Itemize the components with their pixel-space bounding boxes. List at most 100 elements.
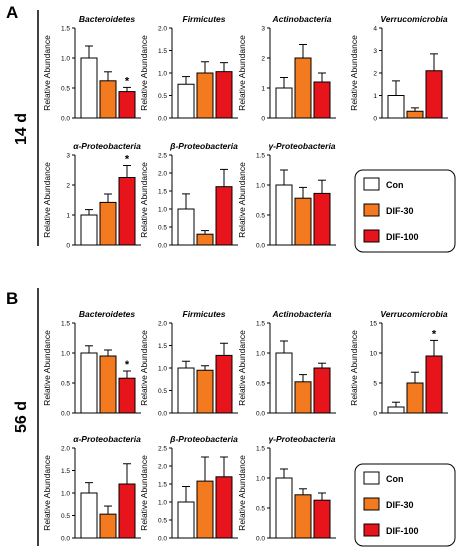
y-tick-label: 1.0 <box>158 207 167 214</box>
legend-label-con: Con <box>386 180 404 190</box>
y-tick-label: 2.5 <box>158 153 167 160</box>
y-tick-label: 0.0 <box>256 411 265 418</box>
bar-con <box>80 214 98 246</box>
y-tick-label: 1.0 <box>158 500 167 507</box>
y-tick-label: 0.5 <box>158 388 167 395</box>
bar-dif-100 <box>425 70 443 119</box>
chart-b-actinobacteria: Actinobacteria Relative Abundance 0.0 0.5 1.… <box>237 309 336 418</box>
chart-title: γ-Proteobacteria <box>268 434 335 444</box>
bar-con <box>387 406 405 414</box>
y-tick-label: 3 <box>373 48 377 55</box>
y-tick-label: 2.0 <box>61 446 70 453</box>
y-tick-label: 1.5 <box>61 468 70 475</box>
bar-con <box>275 87 293 119</box>
legend-frame <box>354 463 456 547</box>
bar-dif-30 <box>196 233 214 246</box>
y-axis-label: Relative Abundance <box>42 162 52 238</box>
bar-con <box>275 477 293 539</box>
bar-dif-30 <box>294 57 312 119</box>
y-tick-label: 2 <box>261 56 265 63</box>
legend-swatch-dif30 <box>363 203 380 217</box>
y-tick-label: 1.0 <box>158 366 167 373</box>
chart-title: β-Proteobacteria <box>169 141 238 151</box>
legend-swatch-dif30 <box>363 497 380 511</box>
legend-frame <box>354 169 456 253</box>
y-axis-label: Relative Abundance <box>139 330 149 406</box>
bar-con <box>177 367 195 414</box>
bar-dif-30 <box>196 480 214 539</box>
y-tick-label: 4 <box>373 26 377 33</box>
legend-label-dif30: DIF-30 <box>386 206 414 216</box>
chart-b-firmicutes: Firmicutes Relative Abundance 0.0 0.5 1.0 1.5… <box>139 309 238 418</box>
chart-a-bacteroidetes: Bacteroidetes Relative Abundance 0.0 0.5 1.0… <box>42 14 141 123</box>
legend-label-dif100: DIF-100 <box>386 526 419 536</box>
chart-title: Firmicutes <box>183 309 226 319</box>
chart-title: β-Proteobacteria <box>169 434 238 444</box>
y-tick-label: 1 <box>373 93 377 100</box>
y-tick-label: 0.5 <box>256 381 265 388</box>
y-tick-label: 0 <box>373 411 377 418</box>
y-tick-label: 2.5 <box>158 446 167 453</box>
legend-b: Con DIF-30 DIF-100 <box>354 463 456 547</box>
chart-b-proteobacteria: α-Proteobacteria Relative Abundance 0.0 0.5… <box>42 434 141 543</box>
bar-dif-100 <box>215 354 233 414</box>
y-tick-label: 3 <box>261 26 265 33</box>
bar-dif-100 <box>215 476 233 539</box>
bar-dif-100 <box>313 499 331 539</box>
chart-area: Bacteroidetes Relative Abundance 0.0 0.5 1.0… <box>42 14 448 543</box>
bar-con <box>177 208 195 246</box>
bar-dif-30 <box>99 201 117 246</box>
chart-title: Bacteroidetes <box>79 309 135 319</box>
bar-dif-30 <box>406 382 424 414</box>
significance-marker: * <box>125 75 130 87</box>
y-tick-label: 0.0 <box>61 411 70 418</box>
chart-a-proteobacteria: β-Proteobacteria Relative Abundance 0.0 0.5… <box>139 141 238 250</box>
legend-swatch-con <box>363 471 380 485</box>
bar-dif-100 <box>313 192 331 246</box>
bar-dif-30 <box>99 513 117 539</box>
y-axis-label: Relative Abundance <box>349 35 359 111</box>
y-tick-label: 0.5 <box>158 93 167 100</box>
y-tick-label: 0 <box>373 116 377 123</box>
bar-dif-100 <box>425 355 443 414</box>
chart-b-proteobacteria: γ-Proteobacteria Relative Abundance 0.0 0.5… <box>237 434 336 543</box>
y-tick-label: 0.0 <box>256 536 265 543</box>
bar-dif-100 <box>118 91 136 119</box>
significance-marker: * <box>125 359 130 371</box>
y-tick-label: 0 <box>261 116 265 123</box>
bar-dif-30 <box>99 355 117 414</box>
bar-con <box>80 352 98 414</box>
chart-title: Actinobacteria <box>271 309 331 319</box>
y-tick-label: 0.0 <box>61 116 70 123</box>
y-tick-label: 1.5 <box>158 343 167 350</box>
bar-dif-30 <box>196 72 214 119</box>
y-axis-label: Relative Abundance <box>139 35 149 111</box>
y-tick-label: 1.5 <box>61 321 70 328</box>
bar-dif-100 <box>215 186 233 246</box>
y-tick-label: 1.5 <box>158 482 167 489</box>
y-tick-label: 1.0 <box>256 351 265 358</box>
chart-title: Bacteroidetes <box>79 14 135 24</box>
legend-swatch-dif100 <box>363 523 380 537</box>
bar-dif-100 <box>118 377 136 414</box>
chart-title: γ-Proteobacteria <box>268 141 335 151</box>
bar-dif-30 <box>294 381 312 414</box>
chart-a-verrucomicrobia: Verrucomicrobia Relative Abundance 0 1 2 3 4 <box>349 14 448 123</box>
chart-title: Verrucomicrobia <box>380 309 448 319</box>
legend-label-con: Con <box>386 474 404 484</box>
y-tick-label: 0.5 <box>61 513 70 520</box>
bar-con <box>80 57 98 119</box>
y-tick-label: 0.5 <box>256 506 265 513</box>
chart-b-proteobacteria: β-Proteobacteria Relative Abundance 0.0 0.5… <box>139 434 238 543</box>
y-tick-label: 1 <box>66 213 70 220</box>
y-tick-label: 3 <box>66 153 70 160</box>
y-tick-label: 1.5 <box>256 446 265 453</box>
y-tick-label: 2.0 <box>158 171 167 178</box>
legend-label-dif30: DIF-30 <box>386 500 414 510</box>
y-tick-label: 0.0 <box>158 116 167 123</box>
bar-dif-30 <box>99 80 117 119</box>
y-axis-label: Relative Abundance <box>237 35 247 111</box>
legend-swatch-dif100 <box>363 229 380 243</box>
